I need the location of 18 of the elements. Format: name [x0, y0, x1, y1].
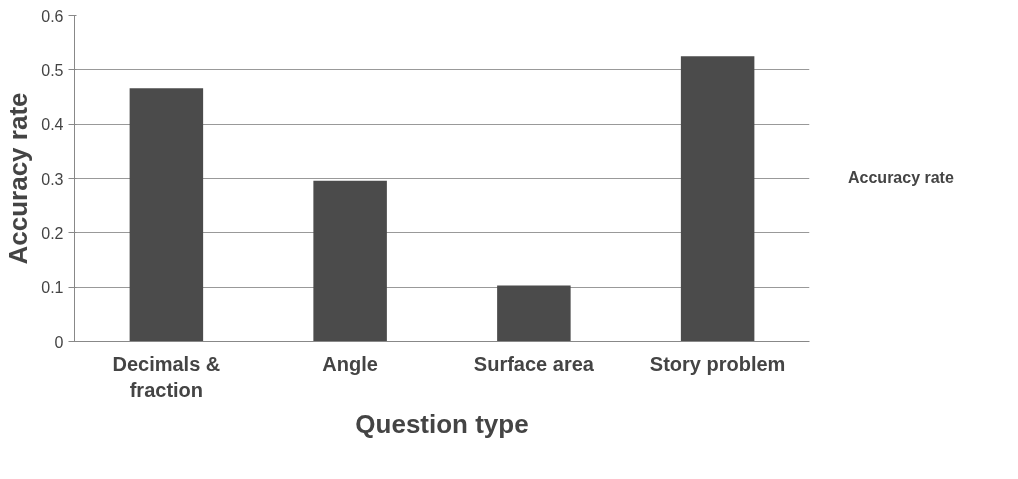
bar	[680, 56, 755, 342]
bar	[129, 88, 204, 342]
x-tick-label: Story problem	[649, 352, 786, 375]
x-tick-label: Decimals & fraction	[112, 352, 221, 401]
text: Accuracy rate	[848, 169, 954, 187]
y-tick-label: 0.3	[41, 170, 64, 188]
x-tick-label: Angle	[322, 352, 378, 375]
y-tick-label: 0	[54, 333, 64, 351]
x-axis-title: Question type	[355, 408, 529, 439]
bar	[313, 180, 387, 342]
y-tick-label: 0.5	[41, 61, 64, 79]
x-tick-label: Surface area	[473, 352, 595, 375]
y-tick-label: 0.6	[41, 7, 64, 25]
y-tick-label: 0.2	[41, 224, 64, 242]
y-tick-label: 0.4	[41, 116, 64, 134]
y-axis-title: Accuracy rate	[3, 92, 34, 265]
y-tick-label: 0.1	[41, 279, 64, 297]
bar	[497, 285, 571, 342]
